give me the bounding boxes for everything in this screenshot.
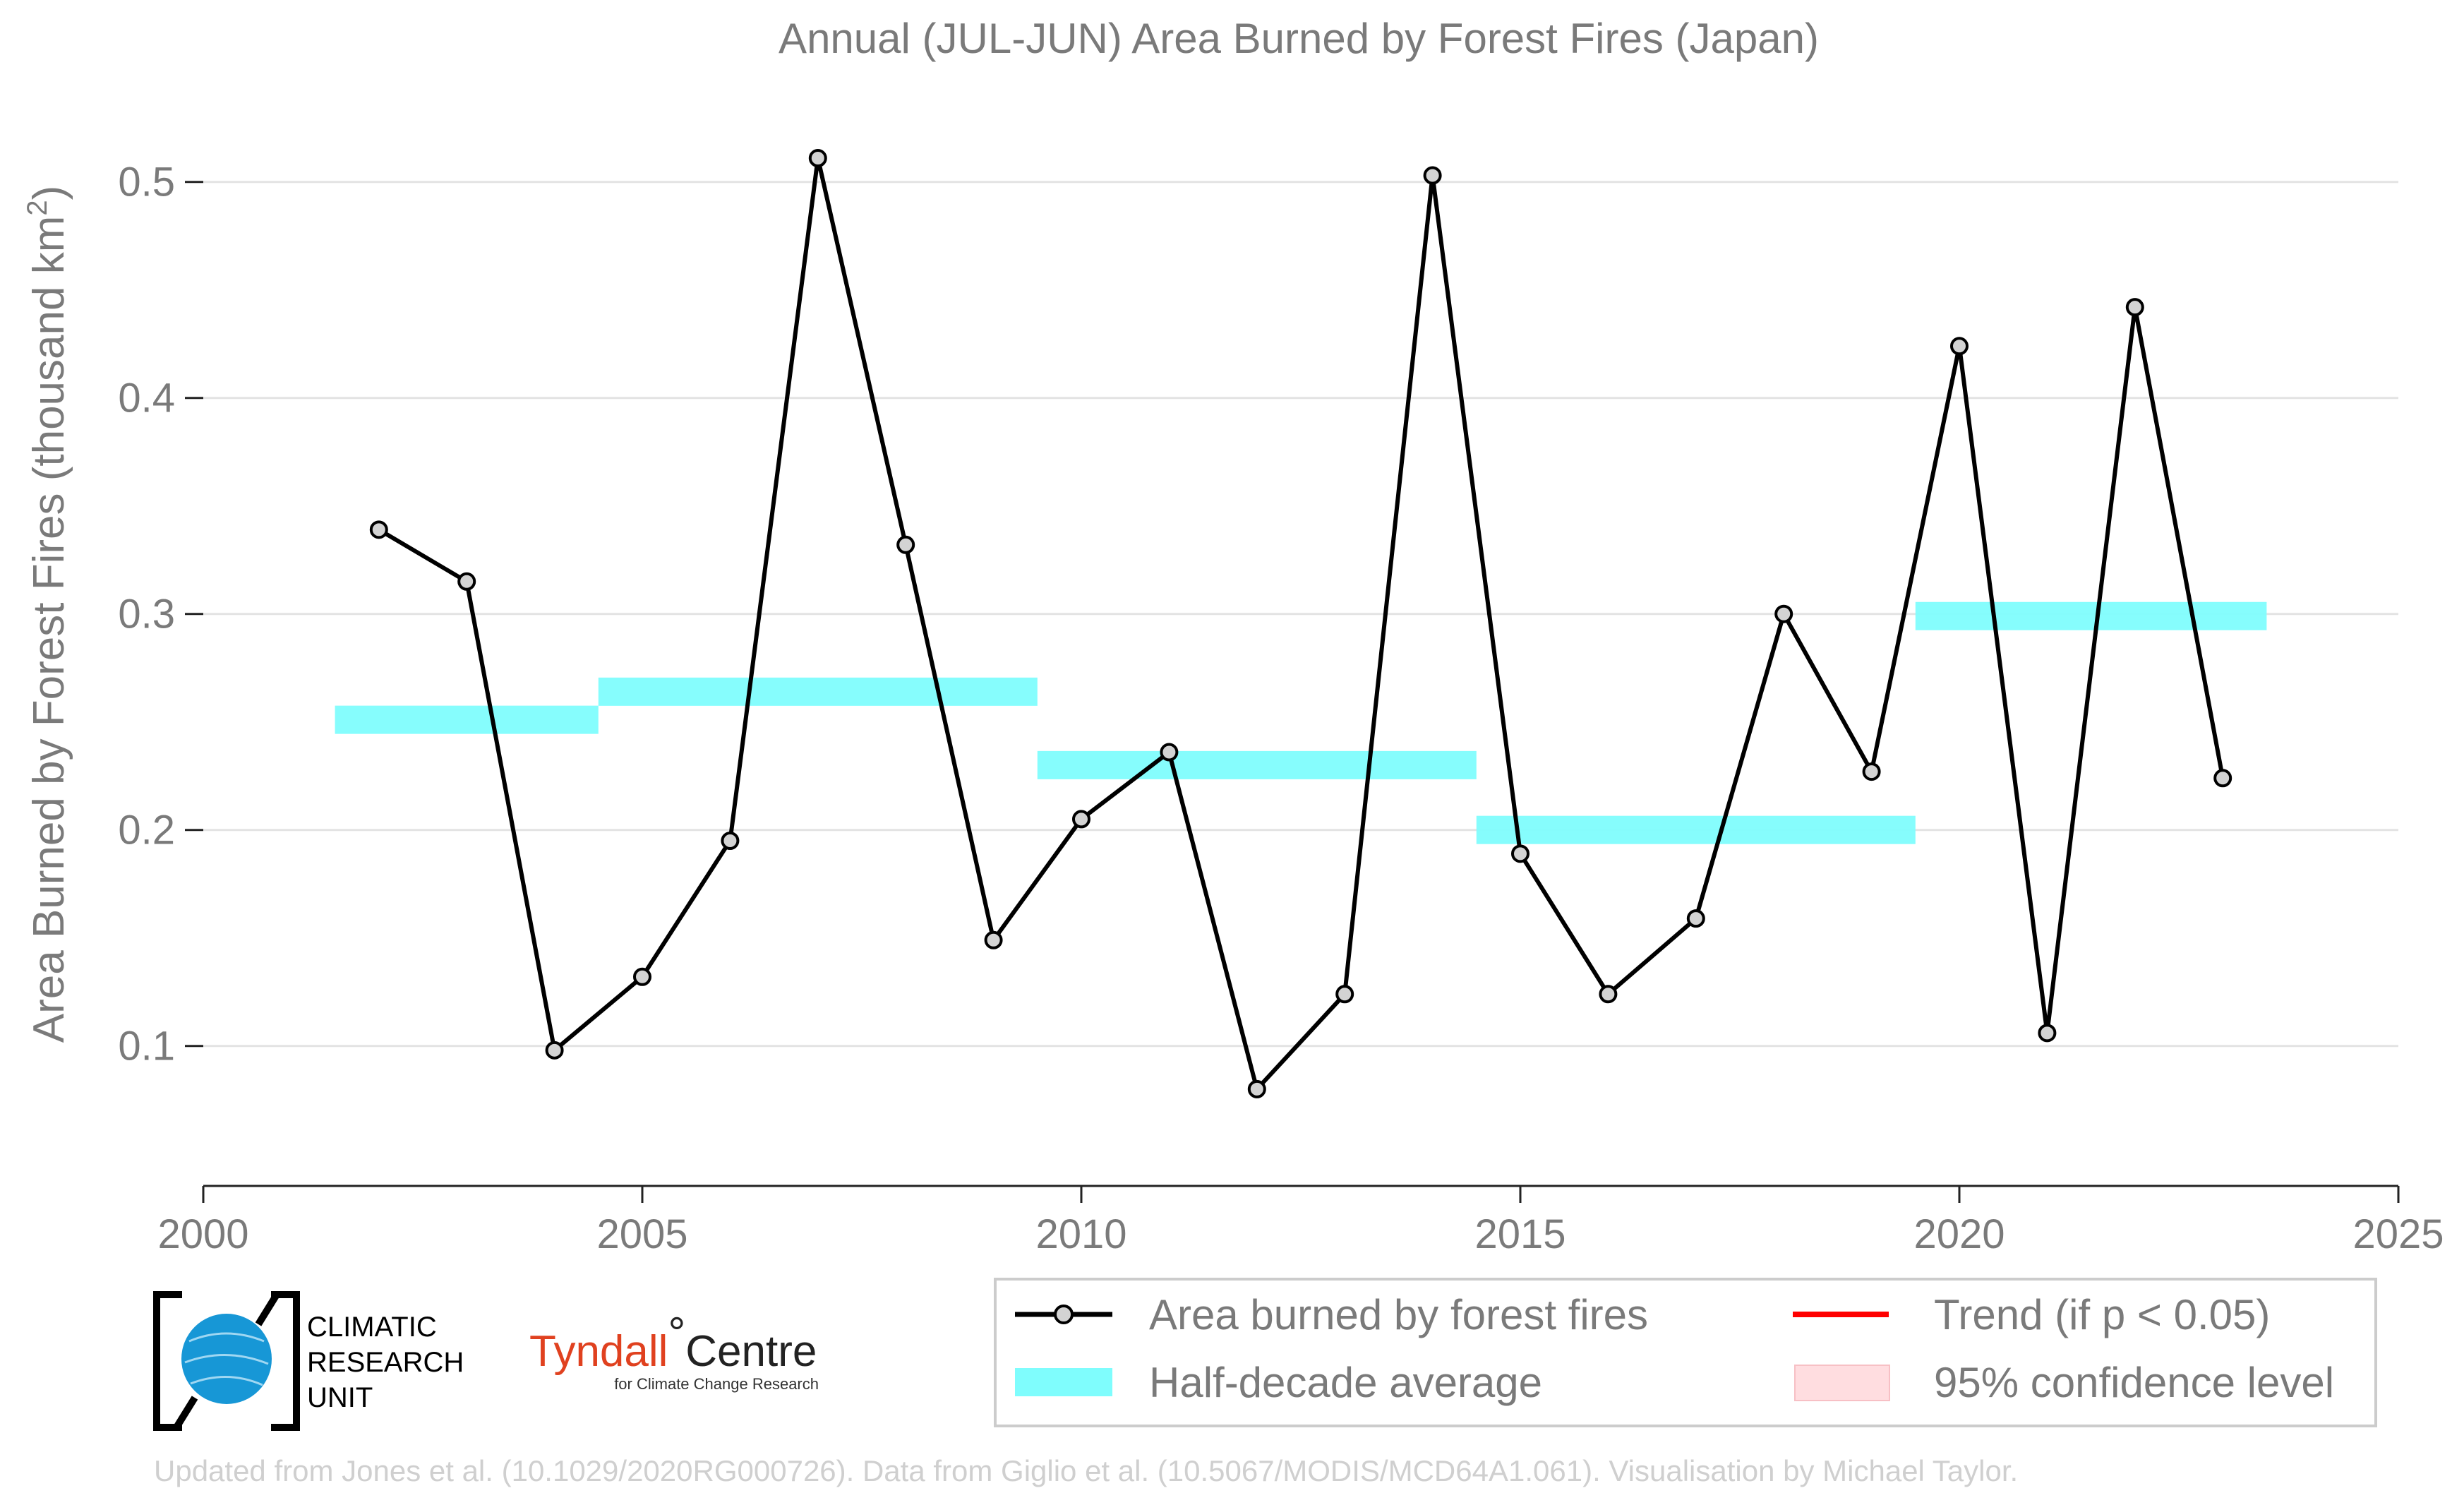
legend-marker-area-burned (1054, 1305, 1074, 1324)
y-tick-label-0.4: 0.4 (118, 376, 175, 421)
legend-label-half-decade: Half-decade average (1149, 1359, 1542, 1406)
x-tick-label-2020: 2020 (1913, 1211, 2005, 1257)
y-tick-label-0.5: 0.5 (118, 160, 175, 205)
half-decade-band-4 (1476, 815, 1916, 844)
data-point-2017 (1686, 909, 1705, 928)
legend: Area burned by forest fires Trend (if p … (994, 1278, 2377, 1427)
x-tick-label-2025: 2025 (2352, 1211, 2444, 1257)
half-decade-band-1 (335, 705, 599, 734)
cru-logo-line-3: UNIT (307, 1382, 373, 1413)
series-line-area-burned (378, 156, 2225, 1091)
data-point-2018 (1774, 604, 1793, 623)
data-point-2010 (1072, 810, 1090, 829)
data-point-2009 (984, 930, 1003, 949)
data-point-2022 (2125, 298, 2144, 317)
data-point-2021 (2038, 1024, 2057, 1043)
legend-swatch-confidence (1794, 1365, 1890, 1401)
data-point-2004 (545, 1041, 564, 1060)
data-point-2020 (1950, 337, 1969, 356)
y-tick-label-0.1: 0.1 (118, 1024, 175, 1069)
data-point-2015 (1511, 844, 1530, 863)
data-point-2014 (1423, 166, 1442, 185)
data-point-2023 (2213, 769, 2232, 788)
data-point-2012 (1247, 1079, 1266, 1098)
data-point-2008 (896, 535, 915, 554)
cru-logo-line-1: CLIMATIC (307, 1312, 437, 1343)
legend-label-area-burned: Area burned by forest fires (1149, 1291, 1648, 1338)
chart-title: Annual (JUL-JUN) Area Burned by Forest F… (779, 15, 1819, 62)
legend-swatch-half-decade (1015, 1368, 1112, 1396)
data-point-2011 (1160, 743, 1179, 762)
data-series (369, 149, 2232, 1098)
cru-logo-line-2: RESEARCH (307, 1347, 464, 1378)
x-tick-label-2015: 2015 (1474, 1211, 1565, 1257)
x-axis: 2000 2005 2010 2015 2020 2025 (157, 1185, 2444, 1257)
gridlines (203, 181, 2398, 1048)
cru-logo: CLIMATIC RESEARCH UNIT (153, 1291, 464, 1431)
data-point-2019 (1862, 762, 1881, 781)
data-point-2005 (633, 967, 651, 986)
data-point-2002 (369, 520, 388, 539)
data-point-2013 (1335, 985, 1354, 1004)
y-axis-label: Area Burned by Forest Fires (thousand km… (22, 186, 73, 1043)
legend-label-trend: Trend (if p < 0.05) (1934, 1291, 2270, 1338)
y-axis: 0.1 0.2 0.3 0.4 0.5 (118, 160, 203, 1069)
x-tick-label-2010: 2010 (1035, 1211, 1126, 1257)
half-decade-band-3 (1037, 750, 1477, 779)
half-decade-average-bands (335, 601, 2267, 844)
x-tick-label-2005: 2005 (596, 1211, 687, 1257)
legend-label-confidence: 95% confidence level (1934, 1359, 2334, 1406)
x-tick-label-2000: 2000 (157, 1211, 248, 1257)
tyndall-logo: Tyndall°Centre for Climate Change Resear… (529, 1309, 819, 1393)
svg-text:Tyndall°Centre: Tyndall°Centre (529, 1309, 817, 1376)
data-point-2003 (457, 572, 476, 591)
y-tick-label-0.2: 0.2 (118, 808, 175, 853)
data-point-2006 (721, 832, 740, 850)
data-point-2007 (808, 149, 827, 168)
half-decade-band-5 (1915, 601, 2267, 630)
data-point-2016 (1599, 985, 1618, 1004)
half-decade-band-2 (598, 677, 1038, 706)
footer-credit: Updated from Jones et al. (10.1029/2020R… (154, 1454, 2018, 1487)
y-tick-label-0.3: 0.3 (118, 592, 175, 637)
tyndall-subtitle: for Climate Change Research (614, 1375, 819, 1393)
